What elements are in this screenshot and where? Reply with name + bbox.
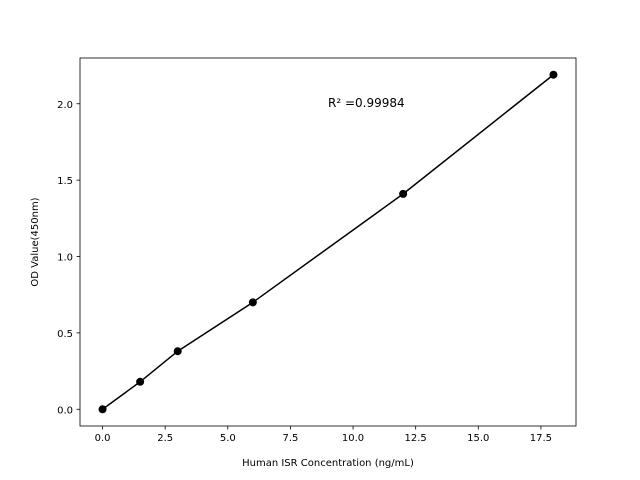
- x-tick-label: 12.5: [405, 433, 427, 444]
- point: [136, 377, 145, 386]
- plot-frame: [79, 57, 577, 427]
- x-tick-label: 0.0: [95, 433, 111, 444]
- y-tick-label: 1.0: [57, 253, 73, 264]
- point: [549, 70, 558, 79]
- point: [399, 189, 408, 198]
- annotation: R² =0.99984: [328, 96, 405, 110]
- y-tick-label: 0.5: [57, 329, 73, 340]
- x-tick-label: 17.5: [530, 433, 552, 444]
- point: [248, 298, 257, 307]
- x-tick-label: 5.0: [220, 433, 236, 444]
- x-tick-label: 7.5: [282, 433, 298, 444]
- y-tick-label: 0.0: [57, 405, 73, 416]
- y-tick-label: 2.0: [57, 100, 73, 111]
- point: [98, 405, 107, 414]
- x-tick-label: 15.0: [467, 433, 489, 444]
- x-tick-label: 10.0: [342, 433, 364, 444]
- x-tick-label: 2.5: [157, 433, 173, 444]
- x-axis-label: Human ISR Concentration (ng/mL): [242, 458, 414, 469]
- line: [102, 74, 554, 410]
- point: [173, 347, 182, 356]
- y-tick-label: 1.5: [57, 176, 73, 187]
- y-axis-label: OD Value(450nm): [30, 197, 41, 286]
